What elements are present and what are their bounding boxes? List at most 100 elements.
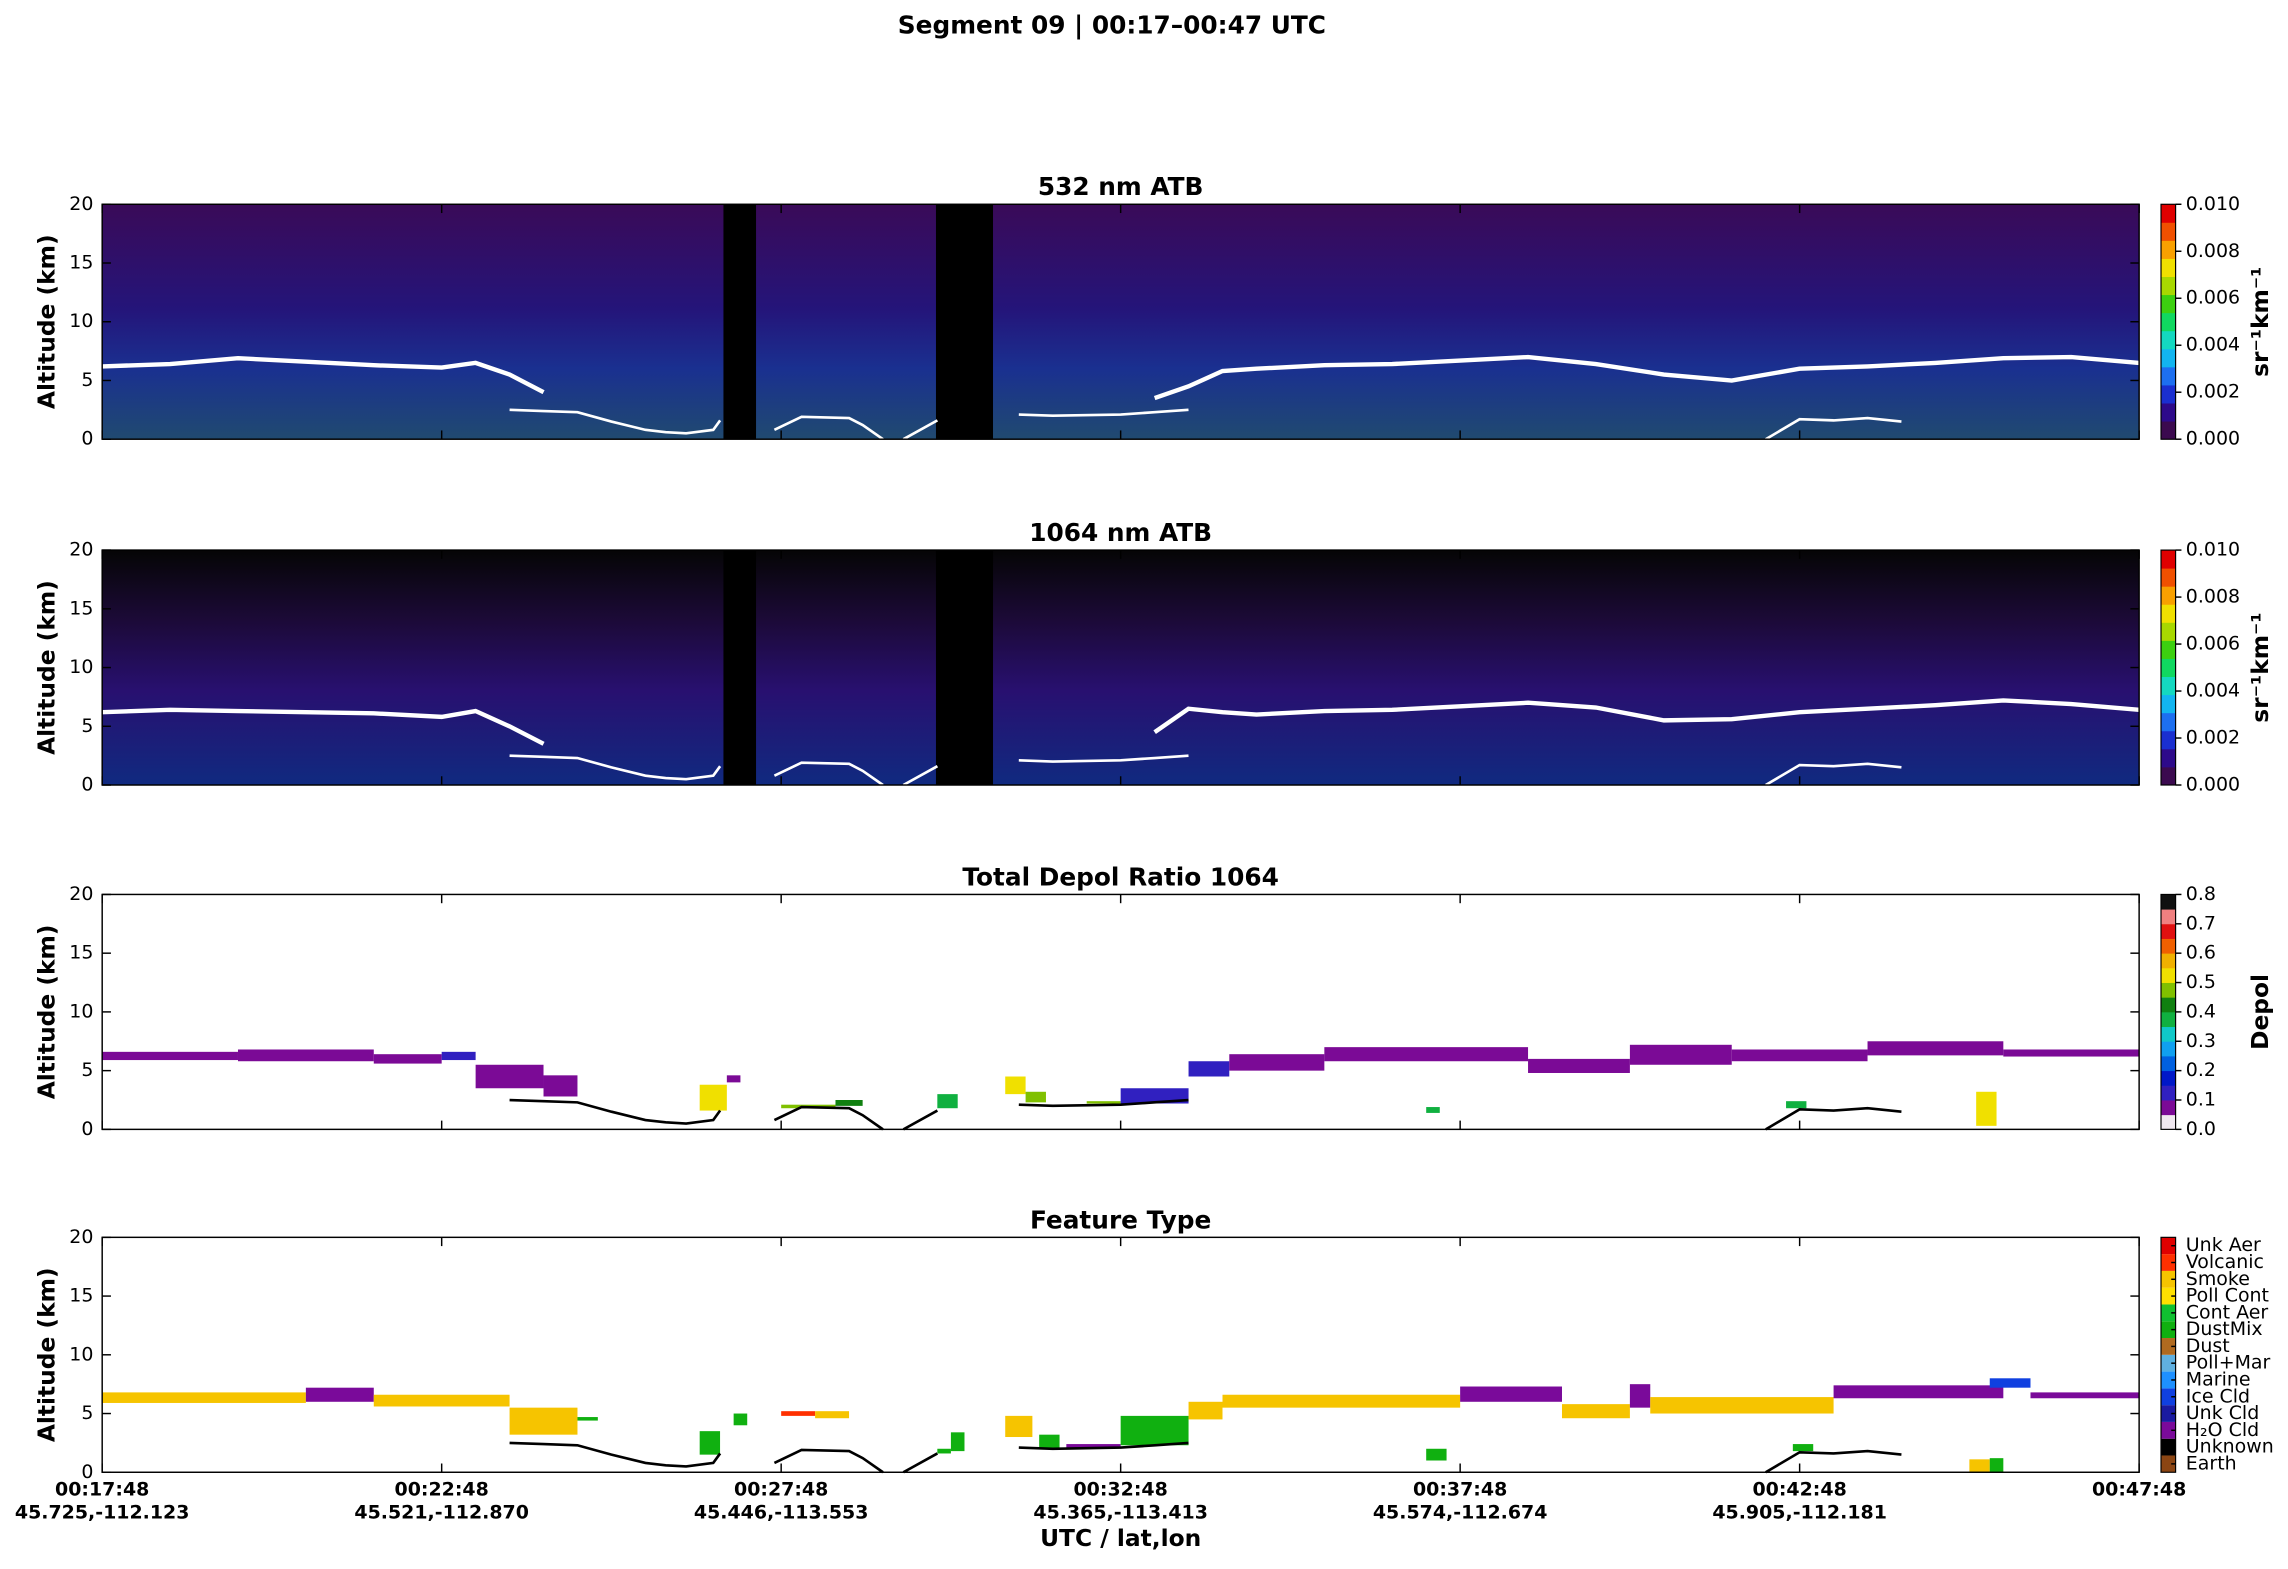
layer-block [1786,1101,1807,1109]
layer-block [1426,1107,1440,1113]
x-tick-label: 00:47:48 [2092,1478,2186,1500]
y-tick-label: 0 [81,428,93,450]
surface-line [509,408,1902,441]
y-tick-label: 10 [69,656,93,678]
colorbar-frame [2160,203,2177,440]
colorbar-class [2161,1237,2176,1255]
x-tick-latlon: 45.905,-112.181 [1712,1502,1887,1524]
surface-line [509,1098,1902,1131]
y-tick-label: 0 [81,1461,93,1483]
colorbar-tick-label: 0.006 [2186,287,2240,309]
y-tick-label: 0 [81,1118,93,1140]
layer-block [102,1392,306,1403]
colorbar-class [2161,1455,2176,1473]
y-tick-label: 15 [69,942,93,964]
y-tick-label: 5 [81,1402,93,1424]
colorbar-step [2161,894,2176,910]
colorbar-step [2161,658,2176,678]
layer-block [1039,1434,1060,1449]
colorbar-step [2161,712,2176,732]
surface-line [509,754,1902,787]
data-gap [935,550,994,786]
colorbar-tick-label: 0.0 [2186,1118,2216,1140]
layer-block [1426,1448,1447,1461]
layer-block [1120,1415,1189,1446]
colorbar-label: sr⁻¹km⁻¹ [2246,267,2274,377]
colorbar-step [2161,748,2176,768]
layer-block [781,1411,816,1416]
colorbar-step [2161,421,2176,440]
x-axis-label: UTC / lat,lon [1040,1524,1201,1552]
colorbar-step [2161,622,2176,641]
layer-block [1731,1049,1868,1062]
layer-block [1229,1054,1325,1071]
colorbar-class [2161,1338,2176,1355]
layer-block [102,1051,238,1061]
colorbar-class-label: Unknown [2186,1436,2274,1458]
colorbar-step [2161,1055,2176,1072]
layer-block [1989,1458,2004,1473]
layer-block [1867,1041,2004,1056]
colorbar-tick-label: 0.2 [2186,1059,2216,1081]
layer-block [2030,1392,2140,1399]
x-tick-latlon: 45.725,-112.123 [15,1502,190,1524]
colorbar-tick-label: 0.004 [2186,334,2240,356]
colorbar-class [2161,1405,2176,1422]
y-tick-label: 20 [69,539,93,561]
layer-block [1005,1415,1033,1438]
layer-block [373,1394,510,1407]
colorbar-step [2161,550,2176,569]
colorbar-step [2161,204,2176,223]
x-tick-label: 00:27:48 [734,1478,828,1500]
layer-block [835,1099,863,1106]
colorbar-class-label: Smoke [2186,1268,2250,1290]
layer-block [1086,1101,1121,1104]
y-tick-label: 10 [69,1000,93,1022]
layer-block [1188,1401,1223,1420]
layer-block [1324,1047,1529,1062]
colorbar-tick-label: 0.000 [2186,774,2240,796]
colorbar-step [2161,568,2176,587]
curtain-background [102,550,2140,786]
colorbar-class [2161,1421,2176,1439]
colorbar-step [2161,366,2176,386]
colorbar-tick-label: 0.3 [2186,1030,2216,1052]
colorbar-class [2161,1254,2176,1271]
colorbar-class [2161,1287,2176,1305]
layer-line [102,354,2140,401]
y-tick-label: 15 [69,1285,93,1307]
data-gap [723,204,757,440]
y-tick-label: 5 [81,715,93,737]
panel-title: 532 nm ATB [1038,172,1204,201]
colorbar-tick-label: 0.7 [2186,912,2216,934]
colorbar-step [2161,640,2176,659]
y-tick-label: 10 [69,1343,93,1365]
x-tick-latlon: 45.574,-112.674 [1373,1502,1548,1524]
colorbar-frame [2160,1236,2177,1473]
colorbar-step [2161,604,2176,623]
colorbar-step [2161,312,2176,332]
colorbar-tick-label: 0.008 [2186,586,2240,608]
colorbar-frame [2160,549,2177,786]
colorbar-step [2161,730,2176,750]
colorbar-class [2161,1371,2176,1389]
layer-block [1222,1394,1461,1408]
colorbar-tick-label: 0.4 [2186,1000,2216,1022]
layer-block [1969,1459,1990,1473]
colorbar-step [2161,1011,2176,1028]
y-axis-label: Altitude (km) [33,580,61,755]
colorbar-label: Depol [2246,974,2274,1050]
colorbar-step [2161,1099,2176,1116]
y-axis-label: Altitude (km) [33,925,61,1100]
surface-line [509,1441,1902,1474]
colorbar-step [2161,222,2176,241]
colorbar-class [2161,1304,2176,1322]
colorbar-tick-label: 0.004 [2186,680,2240,702]
x-tick-label: 00:42:48 [1752,1478,1846,1500]
colorbar-tick-label: 0.1 [2186,1088,2216,1110]
layer-block [699,1431,721,1455]
x-tick-latlon: 45.365,-113.413 [1033,1502,1208,1524]
layer-block [1025,1091,1046,1103]
layer-block [1528,1058,1630,1073]
